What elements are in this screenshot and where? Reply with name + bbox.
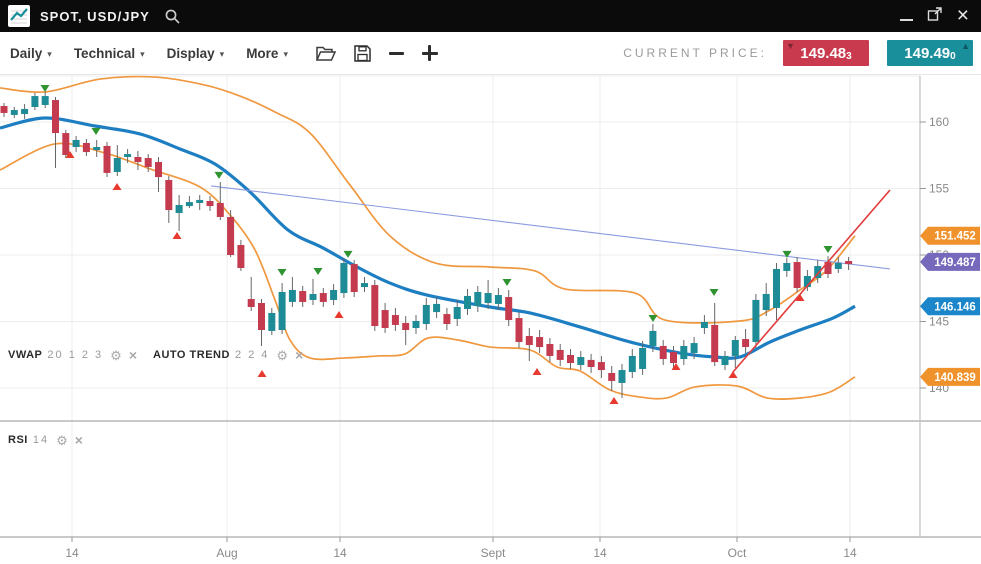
buy-signal-icon: [172, 231, 182, 239]
svg-text:151.452: 151.452: [934, 231, 976, 243]
sell-signal-icon: [277, 269, 287, 277]
menu-more[interactable]: More ▾: [246, 45, 288, 61]
autotrend-legend: AUTO TREND 2 2 4 ⚙ ×: [153, 346, 304, 363]
zoom-in-button[interactable]: [421, 45, 438, 61]
sell-signal-icon: [91, 128, 101, 136]
panel-borders: [0, 76, 981, 538]
buy-signal-icon: [257, 370, 267, 378]
chevron-down-icon: ▾: [140, 48, 145, 59]
sell-signal-icon: [313, 267, 323, 275]
search-icon[interactable]: [164, 8, 181, 25]
chevron-down-icon: ▾: [219, 48, 225, 59]
menu-daily[interactable]: Daily ▾: [10, 45, 52, 61]
gear-icon[interactable]: ⚙: [110, 347, 122, 363]
open-folder-icon[interactable]: [315, 45, 336, 62]
price-down-arrow-icon: ▼: [786, 41, 795, 51]
buy-signal-icon: [609, 397, 619, 405]
svg-text:14: 14: [333, 546, 347, 560]
current-price-cluster: CURRENT PRICE: ▼ 149.48 3 ▲ 149.49 0: [623, 40, 973, 66]
price-tag: [920, 226, 980, 245]
sell-signal-icon: [502, 278, 512, 286]
sell-signal-icon: [823, 246, 833, 254]
bid-price: ▼ 149.48 3: [783, 40, 869, 66]
svg-text:149.487: 149.487: [934, 257, 976, 269]
svg-text:Oct: Oct: [728, 546, 747, 560]
sell-signal-icon: [782, 250, 792, 258]
sell-signal-icon: [343, 250, 353, 258]
svg-text:Sept: Sept: [481, 546, 506, 560]
zoom-out-button[interactable]: [388, 51, 404, 55]
sell-signal-icon: [709, 288, 719, 296]
sell-signal-icon: [40, 84, 50, 92]
minimize-button[interactable]: [899, 19, 913, 21]
app-logo-icon: [8, 5, 30, 27]
svg-text:14: 14: [65, 546, 79, 560]
svg-text:146.146: 146.146: [934, 301, 976, 313]
gear-icon[interactable]: ⚙: [276, 347, 289, 363]
buy-signal-icon: [65, 150, 75, 158]
menu-display[interactable]: Display ▾: [166, 45, 225, 61]
buy-signal-icon: [334, 310, 344, 318]
price-tag: [920, 297, 980, 316]
candles-layer: [0, 91, 853, 398]
popout-button[interactable]: [927, 6, 943, 27]
sell-signal-icon: [648, 315, 658, 323]
svg-text:14: 14: [843, 546, 857, 560]
svg-text:160: 160: [929, 115, 949, 129]
price-up-arrow-icon: ▲: [961, 41, 970, 51]
buy-signal-icon: [795, 293, 805, 301]
signal-markers: [40, 84, 833, 405]
chart-canvas[interactable]: 1601551501451403014Aug14Sept14Oct14151.4…: [0, 75, 981, 564]
indicator-legend-row: VWAP 20 1 2 3 ⚙ × AUTO TREND 2 2 4 ⚙ ×: [8, 346, 304, 363]
remove-indicator-icon[interactable]: ×: [295, 346, 304, 363]
price-tag: [920, 367, 980, 386]
buy-signal-icon: [728, 370, 738, 378]
buy-signal-icon: [532, 368, 542, 376]
rsi-legend: RSI 14 ⚙ ×: [8, 431, 83, 448]
buy-signal-icon: [671, 362, 681, 370]
window-title: SPOT, USD/JPY: [40, 8, 150, 24]
chevron-down-icon: ▾: [283, 48, 288, 59]
svg-text:14: 14: [593, 546, 607, 560]
sell-signal-icon: [214, 171, 224, 179]
save-icon[interactable]: [354, 44, 371, 62]
trendline-descending-resistance: [210, 185, 891, 270]
axis-labels: 1601551501451403014Aug14Sept14Oct14: [65, 115, 949, 560]
gear-icon[interactable]: ⚙: [56, 432, 68, 448]
remove-indicator-icon[interactable]: ×: [74, 431, 83, 448]
ask-price: ▲ 149.49 0: [887, 40, 973, 66]
trendline-ascending-support: [732, 189, 891, 373]
vwap-legend: VWAP 20 1 2 3 ⚙ ×: [8, 346, 138, 363]
toolbar: Daily ▾ Technical ▾ Display ▾ More ▾: [0, 32, 981, 75]
svg-text:145: 145: [929, 315, 949, 329]
remove-indicator-icon[interactable]: ×: [128, 346, 138, 363]
current-price-label: CURRENT PRICE:: [623, 46, 767, 60]
svg-text:140.839: 140.839: [934, 372, 976, 384]
chevron-down-icon: ▾: [47, 48, 52, 59]
close-button[interactable]: ×: [956, 4, 969, 27]
buy-signal-icon: [112, 183, 122, 191]
svg-text:155: 155: [929, 182, 949, 196]
titlebar: SPOT, USD/JPY ×: [0, 0, 981, 32]
menu-technical[interactable]: Technical ▾: [73, 45, 145, 61]
price-tag: [920, 252, 980, 271]
gridlines: [0, 75, 920, 537]
svg-text:Aug: Aug: [216, 546, 237, 560]
